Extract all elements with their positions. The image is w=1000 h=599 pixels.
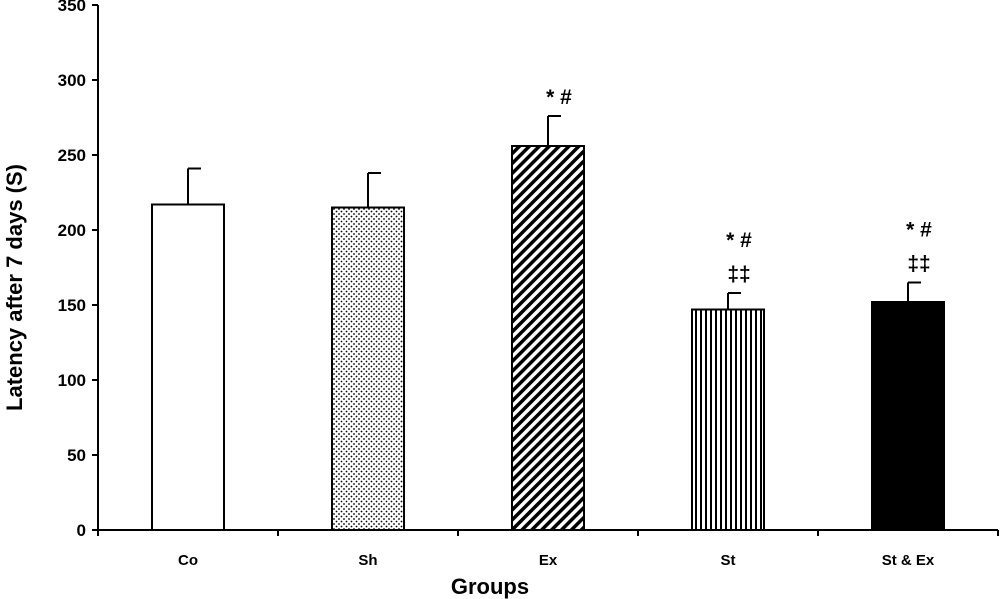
- significance-annotation: ‡‡: [727, 263, 750, 286]
- y-tick-label: 50: [67, 446, 86, 465]
- significance-annotation: * #: [906, 219, 932, 242]
- x-tick-label: Sh: [358, 552, 377, 569]
- significance-annotation: * #: [726, 229, 752, 252]
- x-tick-label: St: [721, 552, 736, 569]
- y-tick-label: 250: [58, 146, 86, 165]
- bar-ex: [511, 145, 585, 531]
- x-axis-title: Groups: [451, 574, 529, 599]
- y-axis-title: Latency after 7 days (S): [2, 164, 27, 411]
- y-tick-label: 150: [58, 296, 86, 315]
- x-tick-label: Co: [178, 552, 198, 569]
- axes: 0 50 100 150 200 250 300 350: [58, 0, 999, 540]
- bar-sh: [331, 206, 405, 531]
- significance-annotation: * #: [546, 86, 572, 109]
- bars: Co Sh Ex * # St * # ‡‡ St & Ex * # ‡‡: [151, 86, 945, 569]
- y-tick-label: 100: [58, 371, 86, 390]
- y-tick-label: 0: [77, 521, 86, 540]
- bar-st: [691, 308, 765, 531]
- y-tick-label: 350: [58, 0, 86, 15]
- bar-co: [151, 203, 225, 531]
- x-tick-label: St & Ex: [882, 552, 935, 569]
- y-tick-label: 300: [58, 71, 86, 90]
- significance-annotation: ‡‡: [907, 253, 930, 276]
- bar-st-ex: [871, 301, 945, 531]
- x-tick-label: Ex: [539, 552, 558, 569]
- y-tick-label: 200: [58, 221, 86, 240]
